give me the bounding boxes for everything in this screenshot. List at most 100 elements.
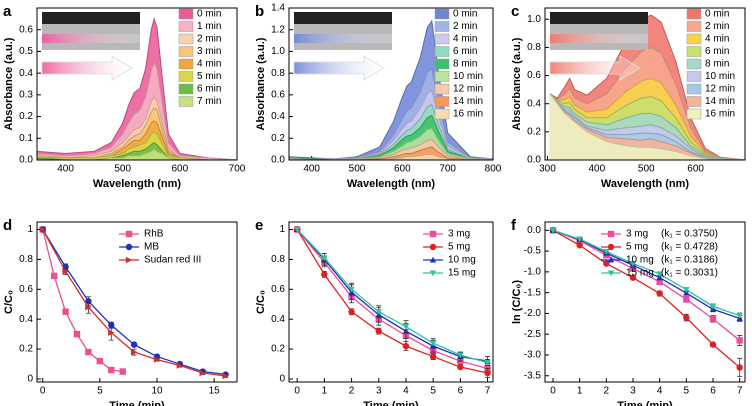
legend-swatch xyxy=(434,71,450,82)
legend-swatch xyxy=(434,58,450,70)
area-fill xyxy=(549,93,745,160)
legend-label: 4 min xyxy=(705,34,729,45)
legend-marker xyxy=(125,243,133,251)
legend-label: 14 min xyxy=(453,96,483,107)
plot-frame xyxy=(288,221,494,383)
legend-label: 8 min xyxy=(705,59,729,70)
legend-swatch xyxy=(434,46,450,57)
y-tick-label: 0.8 xyxy=(271,68,285,79)
series-line xyxy=(552,229,741,341)
legend-swatch xyxy=(178,96,194,107)
spectrum-line xyxy=(36,17,238,161)
y-tick-label: 0.1 xyxy=(19,133,33,144)
legend-swatch xyxy=(686,8,702,20)
data-point xyxy=(709,303,717,310)
x-tick-label: 600 xyxy=(172,164,189,175)
legend-label: 2 min xyxy=(197,34,221,45)
data-point xyxy=(176,362,184,369)
y-axis-title: C/C₀ xyxy=(255,290,267,314)
area-fill xyxy=(289,146,493,160)
data-point xyxy=(375,327,382,335)
panel-label: d xyxy=(3,217,12,234)
legend-label: 5 min xyxy=(197,71,221,82)
data-point xyxy=(736,337,743,344)
inset-photo-band xyxy=(42,34,140,43)
x-tick-label: 0 xyxy=(550,386,556,397)
x-tick-label: 3 xyxy=(630,386,636,397)
legend-swatch xyxy=(178,33,194,45)
x-tick-label: 7 xyxy=(737,386,743,397)
x-tick-label: 10 xyxy=(151,386,163,397)
y-tick-label: 0.2 xyxy=(271,133,285,144)
x-tick-label: 600 xyxy=(687,164,704,175)
series-line xyxy=(296,229,488,364)
y-tick-label: 1.0 xyxy=(527,14,541,25)
series-line xyxy=(296,229,488,374)
data-point xyxy=(629,260,637,267)
y-tick-label: 1.0 xyxy=(271,46,285,57)
legend-label: 16 min xyxy=(453,109,483,120)
x-tick-label: 3 xyxy=(376,386,382,397)
data-point xyxy=(62,268,69,275)
data-point xyxy=(484,369,491,377)
x-tick-label: 500 xyxy=(638,164,655,175)
legend-swatch xyxy=(178,8,194,20)
inset-photo-top xyxy=(550,12,648,24)
legend-swatch xyxy=(686,83,702,95)
data-point xyxy=(348,286,355,293)
legend-swatch xyxy=(434,83,450,95)
x-axis-title: Wavelength (nm) xyxy=(93,178,182,190)
plot-frame xyxy=(36,221,238,383)
y-tick-label: 0.3 xyxy=(19,89,33,100)
y-tick-label: 0.2 xyxy=(527,126,541,137)
legend-label: 3 mg xyxy=(448,229,470,240)
legend-rate: (k₁ = 0.4728) xyxy=(661,242,718,253)
legend-marker xyxy=(607,243,615,251)
x-axis-title: Time (min) xyxy=(617,400,673,406)
data-point xyxy=(130,348,138,356)
data-point xyxy=(321,255,328,262)
legend-label: 15 mg xyxy=(448,268,476,279)
spectrum-line xyxy=(549,93,746,161)
legend-swatch xyxy=(178,58,194,70)
y-tick-label: 1.2 xyxy=(271,24,285,35)
x-tick-label: 4 xyxy=(657,386,663,397)
data-point xyxy=(199,369,206,377)
x-tick-label: 6 xyxy=(458,386,464,397)
legend-swatch xyxy=(686,71,702,82)
legend-rate: (k₁ = 0.3186) xyxy=(661,255,718,266)
y-axis-title: Absorbance (a.u.) xyxy=(511,37,523,130)
spectrum-line xyxy=(36,107,237,161)
y-tick-label: 0.6 xyxy=(19,284,33,295)
legend-label: 1 min xyxy=(197,21,221,32)
y-tick-label: 0.6 xyxy=(271,89,285,100)
inset-photo-top xyxy=(294,12,392,24)
legend-swatch xyxy=(434,108,450,120)
spectrum-line xyxy=(36,96,237,161)
x-tick-label: 800 xyxy=(485,164,502,175)
x-tick-label: 15 xyxy=(209,386,221,397)
legend-label: 6 min xyxy=(705,46,729,57)
data-point xyxy=(39,226,46,233)
data-point xyxy=(96,357,104,365)
data-point xyxy=(402,324,410,330)
legend-label: 0 min xyxy=(705,9,729,20)
legend-marker xyxy=(429,230,437,238)
data-point xyxy=(603,260,610,267)
x-tick-label: 7 xyxy=(485,386,491,397)
data-point xyxy=(656,271,663,278)
data-point xyxy=(656,274,663,281)
x-tick-label: 2 xyxy=(604,386,610,397)
y-axis-title: ln (C/C₀) xyxy=(511,280,523,324)
data-point xyxy=(683,314,690,321)
data-point xyxy=(549,227,557,234)
legend-swatch xyxy=(686,96,702,107)
y-tick-label: 1.4 xyxy=(271,3,285,14)
legend-label: 14 min xyxy=(705,96,735,107)
y-tick-label: 0.0 xyxy=(19,155,33,166)
series-line xyxy=(552,229,740,317)
inset-arrow xyxy=(549,55,641,81)
y-tick-label: -1.5 xyxy=(524,287,542,298)
x-tick-label: 500 xyxy=(349,164,366,175)
